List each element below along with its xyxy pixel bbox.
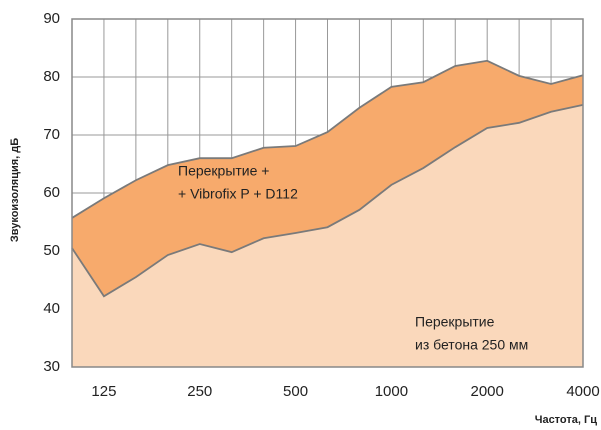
x-tick-label: 250 [187, 383, 212, 400]
plot-border [71, 18, 584, 368]
x-tick-label: 1000 [375, 383, 408, 400]
x-tick-label: 500 [283, 383, 308, 400]
x-tick-label: 4000 [566, 383, 599, 400]
annotation: из бетона 250 мм [415, 337, 528, 353]
x-axis-label: Частота, Гц [535, 414, 598, 426]
annotation: Перекрытие + [178, 163, 269, 179]
y-tick-label: 80 [43, 68, 60, 85]
x-tick-label: 2000 [471, 383, 504, 400]
y-tick-label: 90 [43, 10, 60, 27]
annotation: + Vibrofix P + D112 [178, 186, 298, 202]
series-line [71, 59, 584, 219]
area [72, 104, 583, 367]
y-tick-label: 70 [43, 126, 60, 143]
x-tick-label: 125 [91, 383, 116, 400]
y-tick-label: 30 [43, 358, 60, 375]
y-tick-label: 50 [43, 242, 60, 259]
y-tick-label: 60 [43, 184, 60, 201]
annotation: Перекрытие [415, 314, 495, 330]
y-axis-label: Звукоизоляция, дБ [9, 138, 21, 242]
y-tick-label: 40 [43, 300, 60, 317]
series-line [71, 103, 584, 298]
